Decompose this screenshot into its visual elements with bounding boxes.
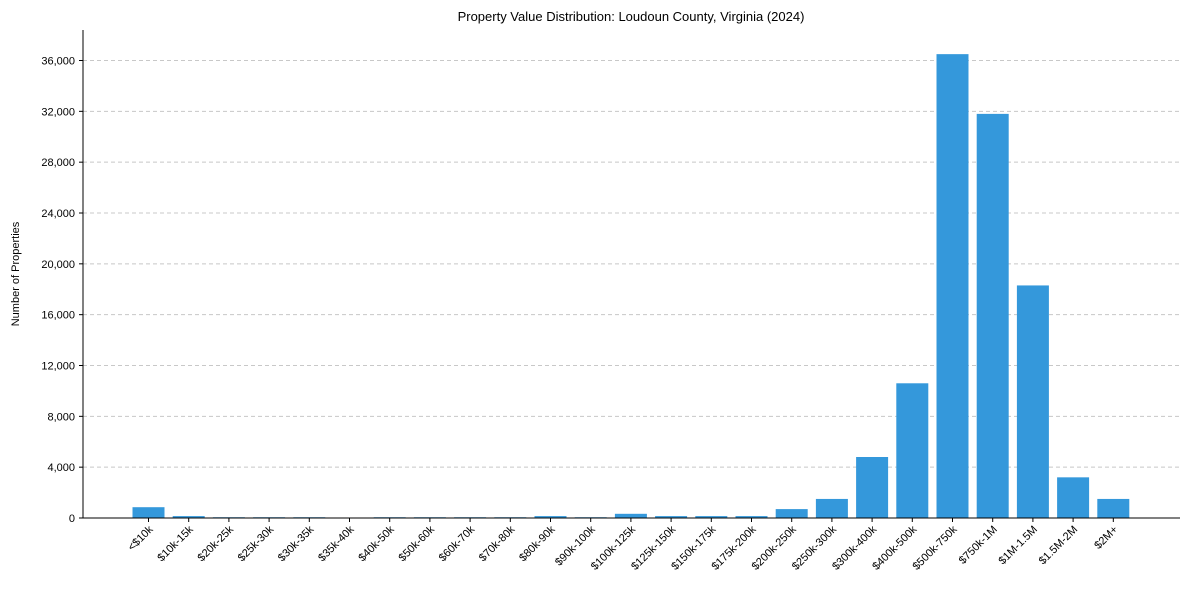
bar bbox=[614, 513, 647, 518]
bar bbox=[735, 516, 768, 518]
x-tick-label: <$10k bbox=[126, 523, 156, 553]
y-tick-label: 12,000 bbox=[41, 361, 75, 373]
bar bbox=[775, 509, 808, 518]
x-tick-label: $20k-25k bbox=[196, 523, 237, 564]
bar bbox=[976, 113, 1009, 518]
x-tick-label: $750k-1M bbox=[957, 524, 1000, 567]
y-tick-label: 28,000 bbox=[41, 157, 75, 169]
gridlines bbox=[83, 60, 1180, 468]
bar bbox=[534, 516, 567, 518]
y-tick-label: 4,000 bbox=[47, 462, 75, 474]
x-tick-label: $1M-1.5M bbox=[997, 524, 1041, 568]
y-tick-label: 24,000 bbox=[41, 208, 75, 220]
bar bbox=[896, 383, 929, 518]
bars bbox=[132, 54, 1130, 518]
x-tick-label: $40k-50k bbox=[356, 523, 397, 564]
x-tick-label: $60k-70k bbox=[437, 523, 478, 564]
bar bbox=[856, 457, 889, 518]
chart-title: Property Value Distribution: Loudoun Cou… bbox=[458, 9, 805, 24]
x-axis-ticks: <$10k $10k-15k $20k-25k $25k-30k $30k-35k $35… bbox=[126, 518, 1120, 573]
x-tick-label: $70k-80k bbox=[477, 523, 518, 564]
y-tick-label: 8,000 bbox=[47, 411, 75, 423]
y-tick-label: 16,000 bbox=[41, 310, 75, 322]
bar bbox=[1057, 477, 1090, 518]
bar bbox=[936, 54, 969, 518]
x-tick-label: $50k-60k bbox=[397, 523, 438, 564]
y-axis-ticks: 0 4,000 8,000 12,000 16,000 20,000 24,000 28,00… bbox=[41, 56, 83, 525]
x-tick-label: $35k-40k bbox=[316, 523, 357, 564]
x-tick-label: $25k-30k bbox=[236, 523, 277, 564]
y-tick-label: 32,000 bbox=[41, 106, 75, 118]
x-tick-label: $30k-35k bbox=[276, 523, 317, 564]
bar bbox=[655, 516, 688, 518]
x-tick-label: $2M+ bbox=[1092, 524, 1120, 552]
bar bbox=[815, 498, 848, 518]
x-tick-label: $10k-15k bbox=[155, 523, 196, 564]
bar bbox=[172, 516, 205, 518]
y-tick-label: 0 bbox=[69, 513, 75, 525]
bar bbox=[132, 507, 165, 518]
x-tick-label: $1.5M-2M bbox=[1037, 524, 1081, 568]
y-axis-label: Number of Properties bbox=[10, 221, 22, 326]
bar bbox=[695, 516, 728, 518]
y-tick-label: 36,000 bbox=[41, 56, 75, 68]
bar bbox=[1097, 498, 1130, 518]
x-tick-label: $80k-90k bbox=[517, 523, 558, 564]
bar bbox=[1016, 285, 1049, 518]
y-tick-label: 20,000 bbox=[41, 259, 75, 271]
